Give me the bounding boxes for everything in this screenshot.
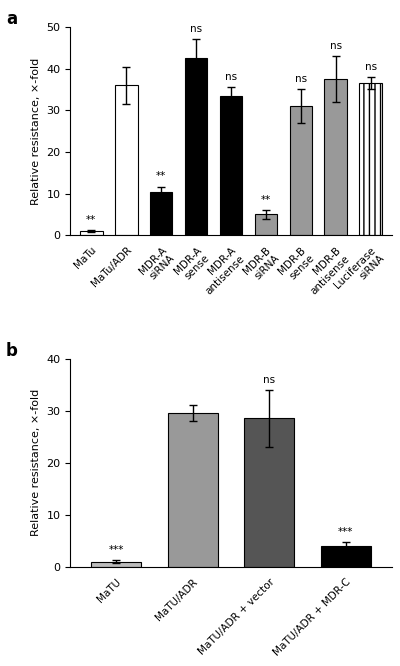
Text: ns: ns [330,41,342,51]
Y-axis label: Relative resistance, ×-fold: Relative resistance, ×-fold [31,389,41,536]
Text: **: ** [156,171,166,181]
Bar [254,214,277,235]
Text: ***: *** [108,545,124,555]
Bar [91,561,141,567]
Text: ns: ns [263,375,275,385]
Text: **: ** [86,214,96,224]
Bar [168,414,218,567]
Bar [220,96,242,235]
Text: ns: ns [295,75,307,85]
Bar [359,83,382,235]
Bar [80,231,103,235]
Bar [150,192,172,235]
Bar [244,418,294,567]
Text: a: a [6,10,17,29]
Bar [324,79,347,235]
Text: ns: ns [190,24,202,34]
Text: ns: ns [365,62,377,72]
Text: b: b [6,342,18,360]
Text: **: ** [261,195,271,205]
Text: ns: ns [225,72,237,82]
Bar [321,546,371,567]
Text: ***: *** [338,527,354,537]
Bar [290,106,312,235]
Y-axis label: Relative resistance, ×-fold: Relative resistance, ×-fold [31,57,41,204]
Bar [115,85,138,235]
Bar [185,58,208,235]
